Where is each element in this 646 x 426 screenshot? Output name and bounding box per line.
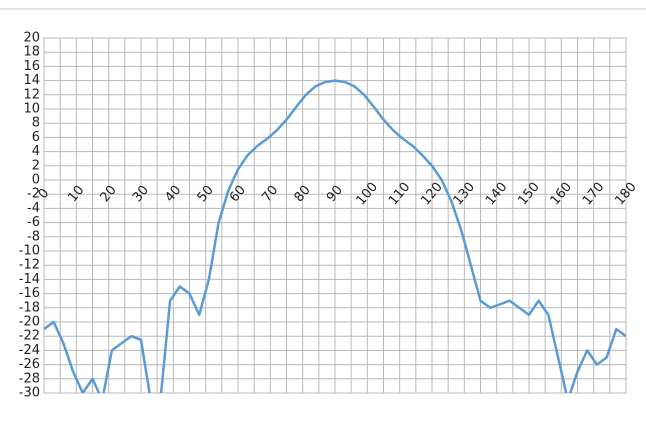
y-tick-label: -14 <box>19 272 40 287</box>
y-tick-label: -10 <box>19 244 40 259</box>
y-tick-label: -4 <box>27 201 40 216</box>
y-tick-label: 4 <box>32 144 40 159</box>
y-tick-label: 16 <box>23 59 40 74</box>
y-tick-label: 18 <box>23 45 40 60</box>
y-tick-label: 6 <box>32 130 40 145</box>
y-tick-label: 20 <box>23 31 40 46</box>
y-tick-label: -24 <box>19 343 40 358</box>
y-tick-label: -26 <box>19 357 40 372</box>
y-tick-label: -12 <box>19 258 40 273</box>
y-tick-label: -22 <box>19 329 40 344</box>
y-tick-label: -6 <box>27 215 40 230</box>
y-tick-label: -28 <box>19 371 40 386</box>
data-line <box>44 79 626 393</box>
y-tick-label: -8 <box>27 229 40 244</box>
y-tick-label: 10 <box>23 102 40 117</box>
y-tick-label: 0 <box>32 173 40 188</box>
y-tick-label: 2 <box>32 158 40 173</box>
y-tick-label: -20 <box>19 315 40 330</box>
y-tick-label: -18 <box>19 300 40 315</box>
y-tick-label: 14 <box>23 73 40 88</box>
y-tick-label: -2 <box>27 187 40 202</box>
y-tick-label: 12 <box>23 87 40 102</box>
y-tick-label: 8 <box>32 116 40 131</box>
y-tick-label: -30 <box>19 386 40 401</box>
y-tick-label: -16 <box>19 286 40 301</box>
